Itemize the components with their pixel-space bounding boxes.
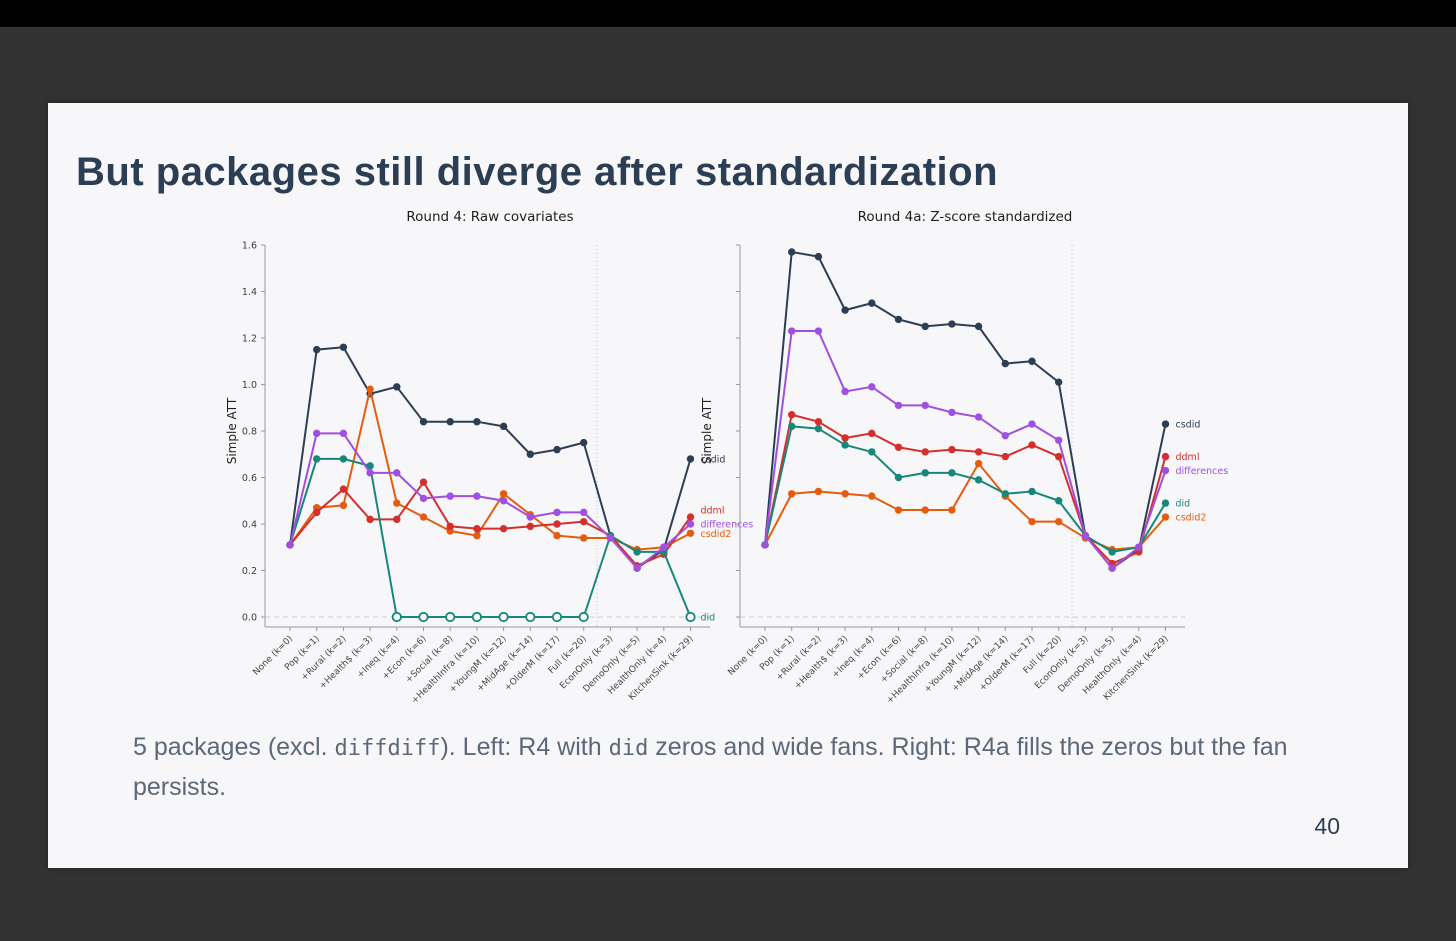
- svg-text:1.0: 1.0: [242, 380, 257, 391]
- page-number: 40: [1314, 813, 1340, 839]
- svg-text:+Social (k=8): +Social (k=8): [879, 634, 930, 685]
- caption-text: zeros and wide fans. Right: R4a fills th…: [133, 733, 1288, 801]
- svg-text:+Social (k=8): +Social (k=8): [404, 634, 455, 685]
- svg-text:Round 4: Raw covariates: Round 4: Raw covariates: [406, 209, 573, 225]
- svg-text:Simple ATT: Simple ATT: [225, 397, 239, 464]
- svg-text:csdid2: csdid2: [1176, 513, 1207, 524]
- svg-text:0.4: 0.4: [242, 520, 257, 531]
- caption-code-did: did: [608, 736, 649, 761]
- svg-text:differences: differences: [1176, 466, 1229, 477]
- svg-text:0.2: 0.2: [242, 566, 257, 577]
- presentation-slide: But packages still diverge after standar…: [48, 103, 1408, 868]
- svg-text:Round 4a: Z-score standardized: Round 4a: Z-score standardized: [858, 209, 1073, 225]
- svg-text:0.8: 0.8: [242, 427, 257, 438]
- svg-text:ddml: ddml: [701, 506, 725, 517]
- chart-round4-raw-covariates: Round 4: Raw covariates Simple ATT 0.0 0.2 0…: [225, 209, 753, 706]
- svg-text:ddml: ddml: [1176, 452, 1200, 463]
- caption-text: ). Left: R4 with: [440, 733, 609, 761]
- svg-text:0.6: 0.6: [242, 473, 257, 484]
- slide-title: But packages still diverge after standar…: [76, 149, 999, 194]
- caption-text: 5 packages (excl.: [133, 733, 335, 761]
- chart-round4a-zscore-standardized: Round 4a: Z-score standardized Simple ATT…: [700, 209, 1228, 706]
- caption-code-diffdiff: diffdiff: [334, 736, 441, 761]
- svg-text:did: did: [1176, 499, 1191, 510]
- svg-text:differences: differences: [701, 520, 754, 531]
- svg-text:csdid: csdid: [1176, 420, 1201, 431]
- slide-caption: 5 packages (excl. diffdiff). Left: R4 wi…: [133, 727, 1343, 807]
- svg-text:1.6: 1.6: [242, 241, 257, 252]
- svg-text:0.0: 0.0: [242, 613, 257, 624]
- svg-text:csdid2: csdid2: [701, 529, 732, 540]
- svg-text:1.4: 1.4: [242, 287, 257, 298]
- top-black-bar: [0, 0, 1456, 27]
- svg-text:1.2: 1.2: [242, 334, 257, 345]
- svg-text:did: did: [701, 613, 716, 624]
- svg-text:csdid: csdid: [701, 454, 726, 465]
- svg-text:Simple ATT: Simple ATT: [700, 397, 714, 464]
